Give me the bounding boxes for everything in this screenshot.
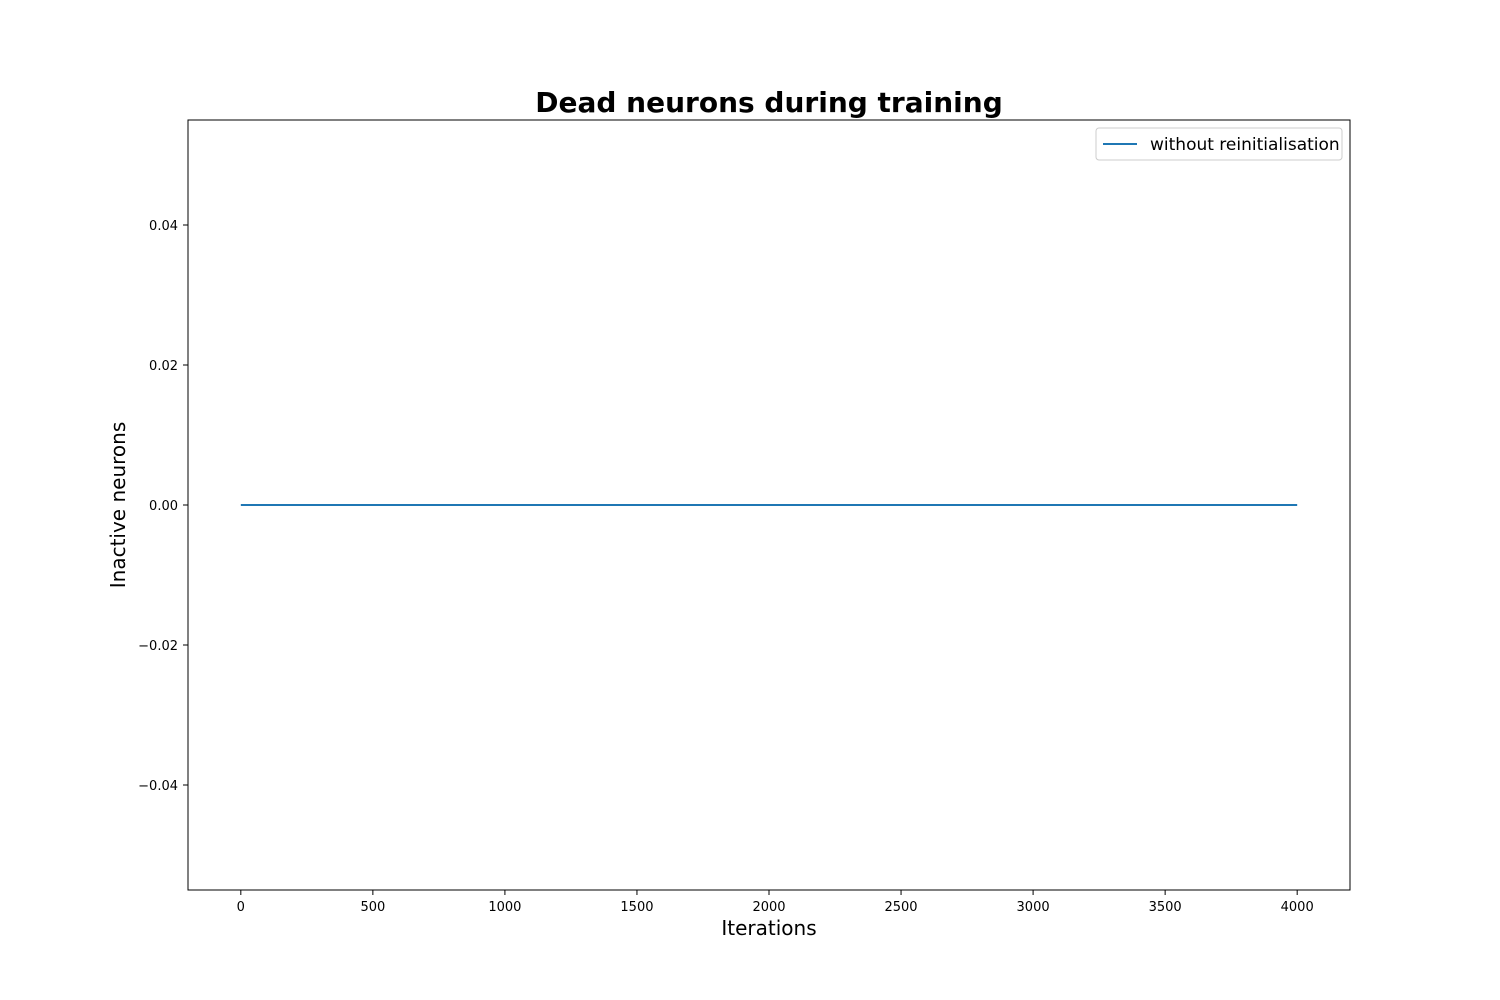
x-axis: 0 500 1000 1500 2000 2500 3000 3500 4000 — [237, 890, 1314, 915]
chart-title: Dead neurons during training — [535, 86, 1002, 119]
x-tick-label: 1000 — [488, 900, 521, 915]
y-tick-label: −0.04 — [138, 779, 178, 794]
y-axis: −0.04 −0.02 0.00 0.02 0.04 — [138, 219, 188, 794]
x-tick-label: 500 — [360, 900, 385, 915]
y-tick-label: −0.02 — [138, 639, 178, 654]
x-tick-label: 0 — [237, 900, 245, 915]
x-tick-label: 2000 — [752, 900, 785, 915]
x-axis-title: Iterations — [721, 916, 816, 940]
y-axis-title: Inactive neurons — [106, 422, 130, 589]
x-tick-label: 4000 — [1281, 900, 1314, 915]
x-tick-label: 3500 — [1149, 900, 1182, 915]
x-tick-label: 3000 — [1017, 900, 1050, 915]
x-tick-label: 1500 — [620, 900, 653, 915]
y-tick-label: 0.00 — [149, 499, 178, 514]
y-tick-label: 0.02 — [149, 359, 178, 374]
x-tick-label: 2500 — [884, 900, 917, 915]
legend-label: without reinitialisation — [1150, 135, 1340, 155]
legend-box — [1095, 127, 1343, 161]
legend: without reinitialisation — [1095, 127, 1343, 161]
y-tick-label: 0.04 — [149, 219, 178, 234]
